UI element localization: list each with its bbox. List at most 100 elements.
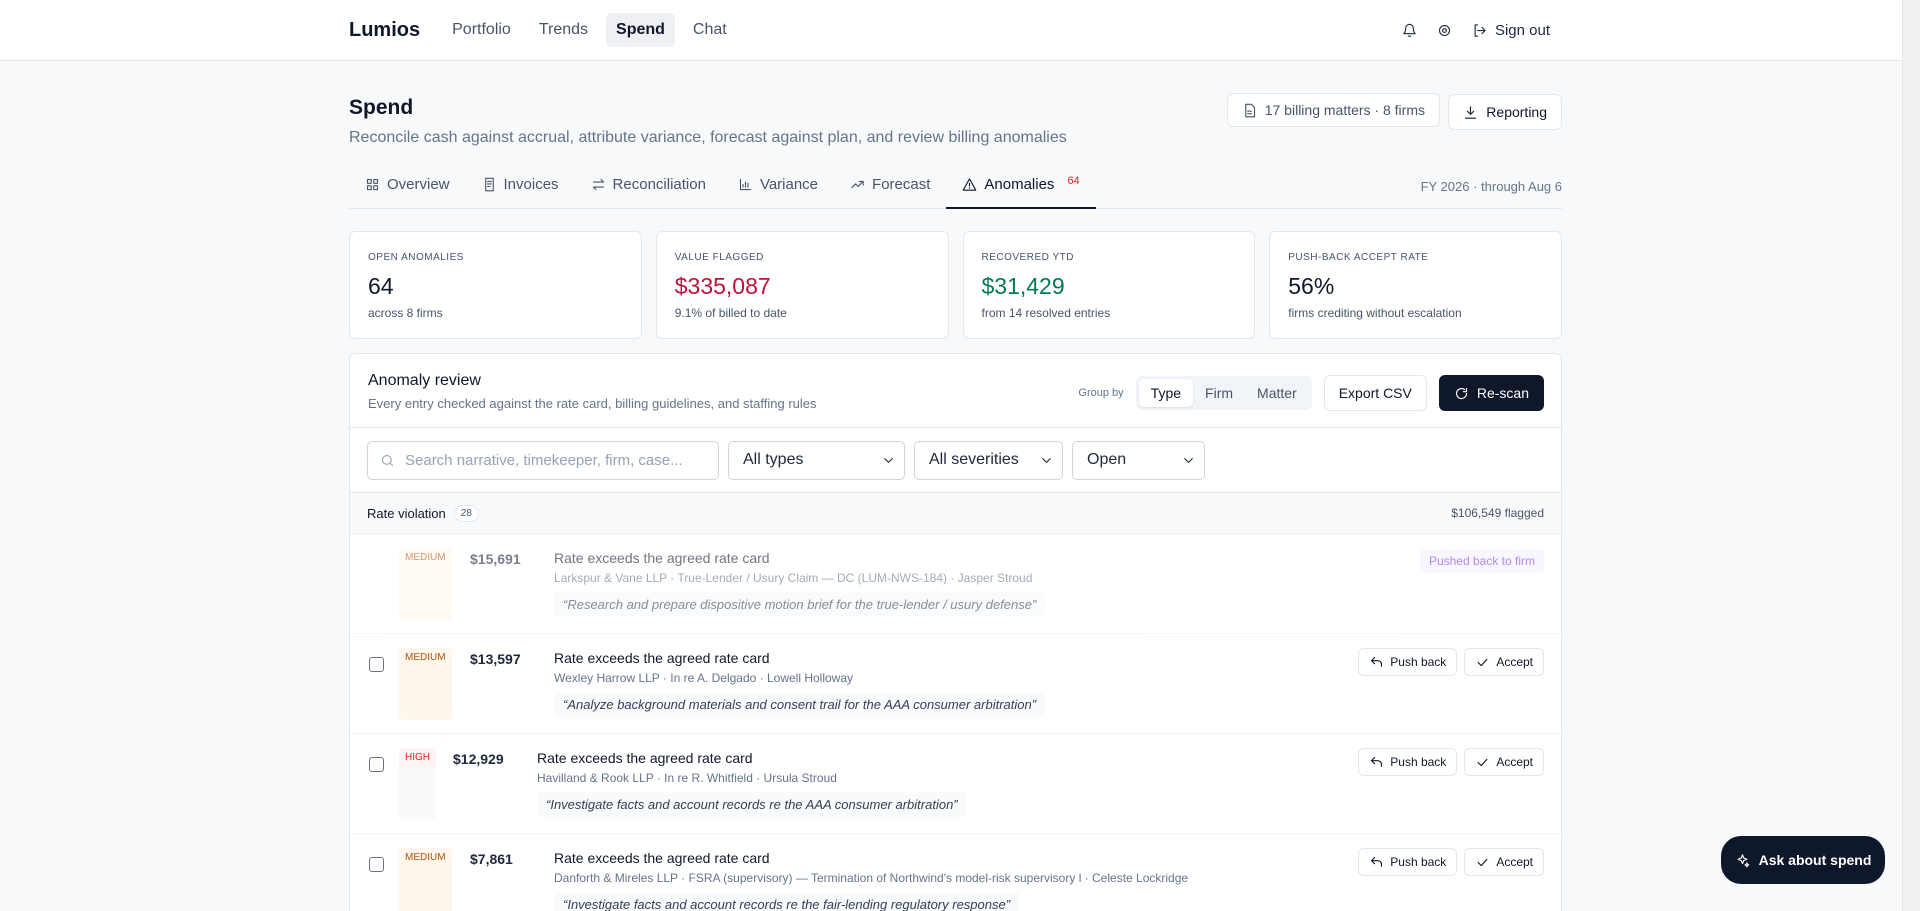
row-title: Rate exceeds the agreed rate card [537, 750, 753, 766]
anomaly-rows: MEDIUM $15,691 Rate exceeds the agreed rat… [350, 534, 1561, 911]
export-button[interactable]: Export CSV [1323, 375, 1427, 411]
select[interactable]: All severities [914, 440, 1063, 480]
group-total: $106,549 flagged [1451, 506, 1544, 520]
kpi-label: RECOVERED YTD [981, 252, 1074, 263]
checkbox[interactable] [369, 857, 384, 872]
bell-icon[interactable] [1402, 23, 1417, 38]
rescan-label: Re-scan [1476, 385, 1529, 401]
group-option[interactable]: Firm [1205, 385, 1234, 401]
button-label: Accept [1496, 855, 1533, 869]
tab[interactable]: Reconciliation [575, 176, 722, 209]
tab-label: Invoices [503, 176, 559, 193]
page-subtitle: Reconcile cash against accrual, attribut… [349, 129, 1067, 146]
kpi-note: from 14 resolved entries [981, 306, 1111, 320]
kpi-note: 9.1% of billed to date [674, 306, 787, 320]
download-icon [1465, 105, 1477, 119]
icon [1184, 457, 1193, 463]
row-title: Rate exceeds the agreed rate card [554, 850, 770, 866]
page-title: Spend [349, 96, 414, 119]
tab[interactable]: Overview [349, 176, 466, 209]
button-label: Push back [1390, 755, 1447, 769]
icon [1042, 457, 1051, 463]
accept-button[interactable]: Accept [1464, 848, 1544, 876]
icon [851, 180, 864, 189]
filters: Search narrative, timekeeper, firm, case… [350, 428, 1561, 493]
kpi-card: PUSH-BACK ACCEPT RATE 56% firms crediting … [1269, 231, 1562, 339]
icon [884, 457, 893, 463]
severity-badge: MEDIUM [399, 848, 452, 911]
period: FY 2026 · through Aug 6 [1420, 179, 1562, 194]
amount: $15,691 [470, 551, 521, 567]
button-label: Accept [1496, 655, 1533, 669]
tab[interactable]: Invoices [466, 176, 575, 209]
kpi-value: 56% [1288, 273, 1335, 299]
icon [1477, 858, 1488, 866]
kpi-value: $335,087 [674, 273, 771, 299]
sign-out-label: Sign out [1494, 22, 1550, 39]
button-label: Push back [1390, 655, 1447, 669]
anomaly-row: HIGH $12,929 Rate exceeds the agreed rate … [350, 734, 1561, 834]
severity-badge: MEDIUM [399, 648, 452, 720]
group-header: Rate violation 28 $106,549 flagged [350, 493, 1561, 534]
reporting-label: Reporting [1486, 104, 1547, 120]
checkbox[interactable] [369, 657, 384, 672]
select[interactable]: All types [728, 440, 905, 480]
amount: $13,597 [470, 651, 521, 667]
accept-button[interactable]: Accept [1464, 648, 1544, 676]
row-narrative: “Investigate facts and account records r… [554, 892, 1020, 911]
select-value: Open [1087, 451, 1127, 468]
row-narrative: “Analyze background materials and consen… [554, 692, 1046, 717]
row-actions: Push back Accept [1358, 748, 1544, 776]
icon [963, 178, 977, 191]
kpi-label: PUSH-BACK ACCEPT RATE [1288, 252, 1429, 263]
icon [592, 178, 604, 191]
search-input[interactable]: Search narrative, timekeeper, firm, case… [367, 440, 719, 480]
icon [366, 178, 379, 191]
settings-icon[interactable] [1437, 23, 1452, 38]
badge-text: 17 billing matters · 8 firms [1264, 102, 1425, 118]
tab[interactable]: Variance [722, 176, 834, 209]
group-option[interactable]: Type [1138, 379, 1194, 407]
row-meta: Danforth & Mireles LLP · FSRA (superviso… [554, 871, 1189, 885]
select[interactable]: Open [1072, 440, 1205, 480]
page-header: Spend Reconcile cash against accrual, at… [349, 61, 1562, 151]
search-placeholder: Search narrative, timekeeper, firm, case… [405, 451, 683, 469]
icon [1371, 656, 1383, 667]
kpi-row: OPEN ANOMALIES 64 across 8 firms VALUE FLAG… [349, 231, 1562, 339]
sign-out[interactable]: Sign out [1472, 22, 1550, 39]
row-actions: Push back Accept [1358, 648, 1544, 676]
icon [1371, 756, 1383, 767]
panel-controls: Group by Type Firm Matter Export CSV Re-sc… [1078, 375, 1544, 411]
anomaly-row: MEDIUM $7,861 Rate exceeds the agreed rate… [350, 834, 1561, 911]
kpi-note: firms crediting without escalation [1288, 306, 1462, 320]
push-back-button[interactable]: Push back [1358, 748, 1458, 776]
doc-icon [1244, 103, 1255, 117]
nav-link[interactable]: Spend [606, 13, 675, 47]
tab[interactable]: Anomalies 64 [946, 175, 1096, 209]
kpi-label: VALUE FLAGGED [674, 252, 764, 263]
rescan-button[interactable]: Re-scan [1438, 375, 1544, 411]
sign-out-icon [1474, 24, 1486, 37]
nav-link[interactable]: Trends [538, 21, 589, 38]
reporting-button[interactable]: Reporting [1448, 94, 1562, 130]
nav-actions: Sign out [1402, 0, 1550, 61]
checkbox[interactable] [369, 757, 384, 772]
row-narrative: “Research and prepare dispositive motion… [554, 592, 1046, 617]
tab[interactable]: Forecast [834, 176, 946, 209]
group-option[interactable]: Matter [1257, 385, 1297, 401]
status-badge: Pushed back to firm [1419, 549, 1544, 573]
ask-button[interactable]: Ask about spend [1721, 836, 1885, 884]
button-label: Accept [1496, 755, 1533, 769]
tab-label: Overview [387, 176, 450, 193]
push-back-button[interactable]: Push back [1358, 648, 1458, 676]
icon [739, 178, 751, 191]
brand[interactable]: Lumios [349, 18, 421, 41]
kpi-note: across 8 firms [368, 306, 443, 320]
accept-button[interactable]: Accept [1464, 748, 1544, 776]
nav-link[interactable]: Chat [692, 21, 727, 38]
icon [1371, 856, 1383, 867]
push-back-button[interactable]: Push back [1358, 848, 1458, 876]
nav-link[interactable]: Portfolio [452, 21, 511, 38]
